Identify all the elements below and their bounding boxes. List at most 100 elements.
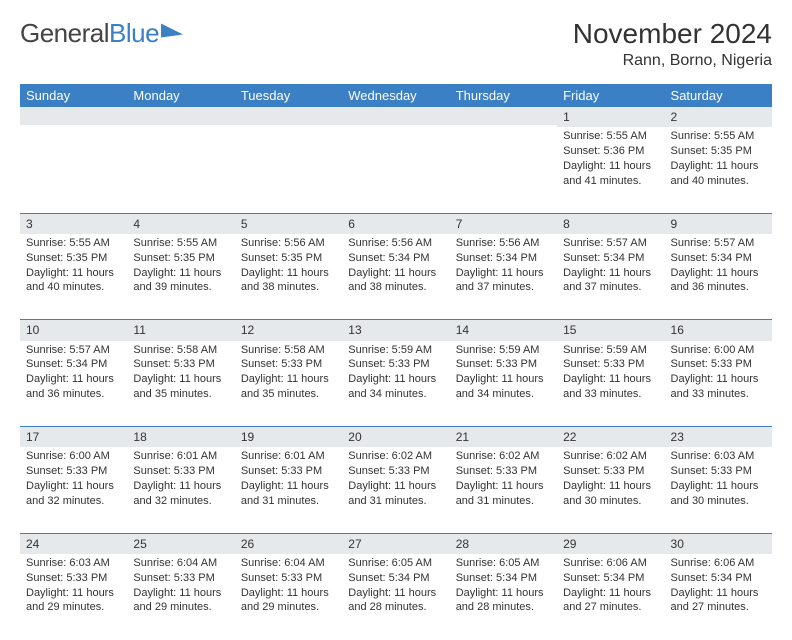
day-line: and 32 minutes. [26,494,121,509]
daynum-cell [235,107,342,127]
daynum-cell: 4 [127,213,234,234]
day-line: Sunrise: 5:59 AM [456,343,551,358]
weekday-header: Friday [557,84,664,107]
day-line: and 29 minutes. [241,600,336,615]
day-line: and 37 minutes. [456,280,551,295]
logo-part1: General [20,18,109,48]
day-cell: Sunrise: 5:56 AMSunset: 5:35 PMDaylight:… [235,234,342,320]
daynum-row: 17181920212223 [20,427,772,448]
daynum-cell: 30 [665,533,772,554]
day-line: Sunrise: 6:04 AM [133,556,228,571]
day-line: and 31 minutes. [241,494,336,509]
day-line: Sunset: 5:34 PM [456,571,551,586]
day-content: Sunrise: 5:59 AMSunset: 5:33 PMDaylight:… [456,341,551,402]
day-cell: Sunrise: 6:05 AMSunset: 5:34 PMDaylight:… [450,554,557,640]
daynum-cell: 18 [127,427,234,448]
daynum-cell [342,107,449,127]
day-line: Daylight: 11 hours [133,372,228,387]
daynum-cell: 7 [450,213,557,234]
day-line: and 30 minutes. [671,494,766,509]
day-line: Sunrise: 6:02 AM [456,449,551,464]
day-content: Sunrise: 6:02 AMSunset: 5:33 PMDaylight:… [348,447,443,508]
daynum-cell: 28 [450,533,557,554]
day-line: Sunrise: 5:56 AM [456,236,551,251]
day-content: Sunrise: 6:00 AMSunset: 5:33 PMDaylight:… [26,447,121,508]
day-line: Sunset: 5:33 PM [26,571,121,586]
day-line: Daylight: 11 hours [348,372,443,387]
weekday-header: Tuesday [235,84,342,107]
daynum-cell [20,107,127,127]
day-content: Sunrise: 5:59 AMSunset: 5:33 PMDaylight:… [348,341,443,402]
daynum-row: 10111213141516 [20,320,772,341]
day-number: 22 [557,427,664,447]
week-row: Sunrise: 6:03 AMSunset: 5:33 PMDaylight:… [20,554,772,640]
location: Rann, Borno, Nigeria [573,52,772,70]
day-cell: Sunrise: 5:57 AMSunset: 5:34 PMDaylight:… [20,341,127,427]
day-cell: Sunrise: 6:06 AMSunset: 5:34 PMDaylight:… [557,554,664,640]
day-number: 6 [342,214,449,234]
day-line: and 41 minutes. [563,174,658,189]
day-content: Sunrise: 5:57 AMSunset: 5:34 PMDaylight:… [671,234,766,295]
day-number: 3 [20,214,127,234]
day-content: Sunrise: 6:04 AMSunset: 5:33 PMDaylight:… [241,554,336,615]
day-line: Sunrise: 6:05 AM [456,556,551,571]
calendar-table: Sunday Monday Tuesday Wednesday Thursday… [20,84,772,640]
day-line: Daylight: 11 hours [241,372,336,387]
week-row: Sunrise: 6:00 AMSunset: 5:33 PMDaylight:… [20,447,772,533]
day-line: and 28 minutes. [456,600,551,615]
day-line: Sunrise: 5:59 AM [563,343,658,358]
day-line: Daylight: 11 hours [241,266,336,281]
day-content: Sunrise: 5:57 AMSunset: 5:34 PMDaylight:… [26,341,121,402]
day-line: Sunset: 5:33 PM [241,357,336,372]
day-line: Sunrise: 6:01 AM [133,449,228,464]
day-line: Sunrise: 6:05 AM [348,556,443,571]
day-content: Sunrise: 6:05 AMSunset: 5:34 PMDaylight:… [348,554,443,615]
day-line: Daylight: 11 hours [133,479,228,494]
day-line: Sunrise: 6:06 AM [671,556,766,571]
day-cell: Sunrise: 6:06 AMSunset: 5:34 PMDaylight:… [665,554,772,640]
day-cell [235,127,342,213]
day-line: Sunrise: 5:57 AM [26,343,121,358]
day-line: Sunrise: 5:58 AM [241,343,336,358]
day-line: and 34 minutes. [456,387,551,402]
day-line: Daylight: 11 hours [671,266,766,281]
day-line: Daylight: 11 hours [241,479,336,494]
weekday-header: Saturday [665,84,772,107]
daynum-cell: 22 [557,427,664,448]
day-content: Sunrise: 6:03 AMSunset: 5:33 PMDaylight:… [671,447,766,508]
daynum-cell: 17 [20,427,127,448]
day-number [20,107,127,125]
day-content: Sunrise: 5:55 AMSunset: 5:36 PMDaylight:… [563,127,658,188]
day-cell: Sunrise: 6:02 AMSunset: 5:33 PMDaylight:… [450,447,557,533]
day-line: Sunrise: 6:06 AM [563,556,658,571]
day-line: Daylight: 11 hours [456,479,551,494]
day-content: Sunrise: 6:05 AMSunset: 5:34 PMDaylight:… [456,554,551,615]
day-number: 29 [557,534,664,554]
day-number: 20 [342,427,449,447]
day-content: Sunrise: 6:02 AMSunset: 5:33 PMDaylight:… [456,447,551,508]
day-cell: Sunrise: 6:04 AMSunset: 5:33 PMDaylight:… [235,554,342,640]
daynum-cell [127,107,234,127]
day-line: Sunset: 5:35 PM [241,251,336,266]
day-cell: Sunrise: 5:55 AMSunset: 5:36 PMDaylight:… [557,127,664,213]
day-line: Sunrise: 6:04 AM [241,556,336,571]
day-line: Daylight: 11 hours [456,266,551,281]
day-line: and 33 minutes. [671,387,766,402]
day-line: Daylight: 11 hours [563,159,658,174]
daynum-cell: 11 [127,320,234,341]
day-line: Daylight: 11 hours [26,479,121,494]
day-line: and 40 minutes. [671,174,766,189]
day-line: Sunrise: 5:55 AM [671,129,766,144]
day-line: Sunset: 5:33 PM [348,464,443,479]
day-number: 19 [235,427,342,447]
day-line: Daylight: 11 hours [133,266,228,281]
day-line: Sunset: 5:34 PM [26,357,121,372]
day-number: 4 [127,214,234,234]
daynum-cell: 19 [235,427,342,448]
day-cell: Sunrise: 5:59 AMSunset: 5:33 PMDaylight:… [342,341,449,427]
day-line: Sunset: 5:33 PM [456,357,551,372]
day-line: and 28 minutes. [348,600,443,615]
day-cell: Sunrise: 5:56 AMSunset: 5:34 PMDaylight:… [450,234,557,320]
day-line: Daylight: 11 hours [563,586,658,601]
daynum-cell: 15 [557,320,664,341]
